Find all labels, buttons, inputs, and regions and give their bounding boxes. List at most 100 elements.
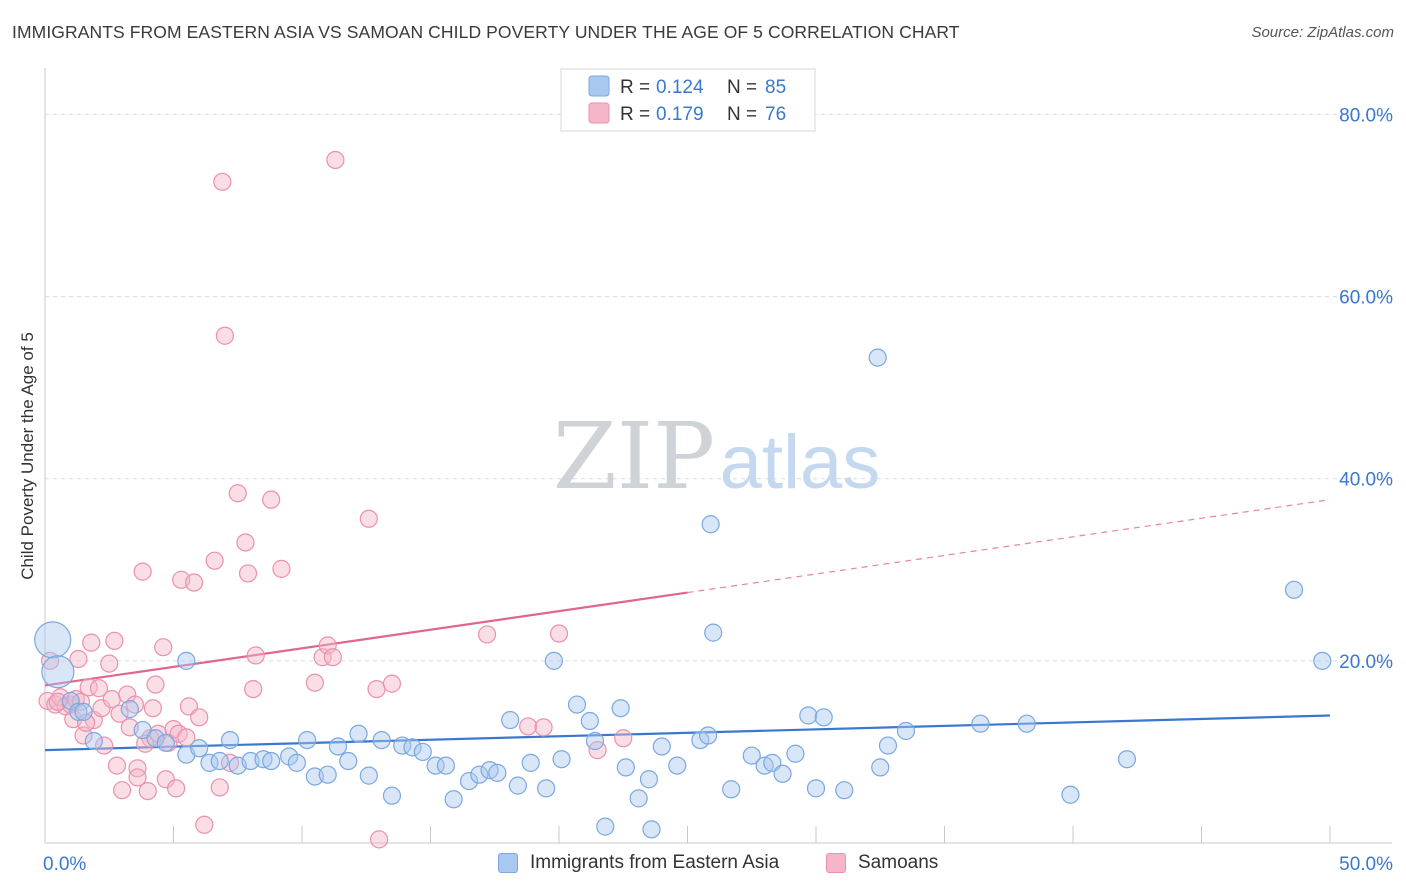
pink-point	[69, 649, 88, 669]
blue-point	[372, 730, 391, 750]
blue-point	[868, 348, 887, 367]
blue-point	[488, 763, 507, 782]
pink-point	[272, 559, 291, 578]
blue-point	[611, 699, 630, 718]
pink-point	[89, 679, 109, 698]
pink-point	[213, 172, 232, 191]
pink-point	[534, 718, 553, 737]
pink-point	[136, 734, 155, 753]
pink-point	[143, 699, 163, 718]
pink-point	[112, 781, 132, 800]
pink-point	[133, 562, 152, 581]
pink-point	[236, 533, 255, 552]
y-tick-label: 60.0%	[1339, 288, 1393, 309]
blue-point	[722, 780, 741, 799]
legend-r-label: R =	[620, 77, 650, 98]
pink-point	[110, 704, 129, 723]
watermark-zip: ZIP	[553, 403, 715, 510]
legend-bottom: Immigrants from Eastern Asia Samoans	[0, 850, 1406, 880]
pink-point	[105, 631, 124, 650]
legend-swatch-pink	[826, 853, 846, 873]
legend-swatch-blue	[588, 75, 610, 97]
legend-n-label: N =	[727, 104, 757, 125]
blue-point	[806, 779, 826, 798]
pink-point	[118, 685, 137, 704]
pink-point	[359, 509, 378, 528]
tick-labels: 20.0% 40.0% 60.0% 80.0% 0.0% 50.0%	[43, 105, 1393, 875]
pink-point	[156, 770, 175, 789]
blue-point	[328, 737, 348, 756]
pink-point	[92, 699, 111, 718]
pink-point	[519, 717, 538, 736]
pink-point	[313, 648, 332, 667]
legend-r-label: R =	[620, 104, 650, 125]
pink-point	[614, 729, 633, 748]
blue-point	[74, 702, 93, 721]
samoans-points	[38, 150, 633, 849]
blue-point	[318, 765, 337, 784]
blue-point	[1017, 714, 1036, 733]
pink-point	[146, 675, 165, 694]
blue-point	[544, 651, 563, 670]
blue-point	[1117, 750, 1137, 769]
blue-point	[190, 739, 209, 758]
blue-point	[470, 765, 489, 784]
legend-item-eastern-asia: Immigrants from Eastern Asia	[498, 852, 779, 874]
y-axis-label: Child Poverty Under the Age of 5	[18, 332, 37, 580]
pink-point	[549, 624, 569, 643]
blue-point	[349, 724, 368, 743]
blue-point	[210, 751, 229, 771]
x-tick-label: 50.0%	[1339, 854, 1393, 875]
blue-point	[1313, 651, 1332, 670]
blue-point	[742, 746, 761, 765]
blue-point	[552, 750, 571, 769]
blue-point	[382, 786, 402, 805]
pink-point	[166, 779, 186, 798]
blue-point	[537, 779, 556, 798]
pink-point	[305, 673, 324, 692]
legend-top: R = 0.124 N = 85 R = 0.179 N = 76	[560, 68, 816, 132]
pink-point	[95, 736, 114, 755]
blue-point	[298, 730, 317, 750]
blue-point	[220, 730, 240, 750]
pink-point	[382, 674, 402, 693]
blue-point	[262, 751, 281, 771]
pink-point	[48, 692, 67, 711]
blue-point	[585, 731, 605, 751]
legend-swatch-pink	[588, 102, 610, 124]
pink-point	[107, 756, 127, 775]
pink-point	[238, 564, 258, 583]
blue-point	[652, 737, 671, 756]
pink-point	[370, 830, 389, 849]
legend-label: Immigrants from Eastern Asia	[530, 852, 780, 873]
legend-r-value: 0.124	[656, 77, 704, 98]
y-tick-label: 80.0%	[1339, 105, 1393, 126]
blue-point	[704, 623, 723, 642]
pink-point	[128, 768, 147, 787]
pink-point	[128, 759, 147, 778]
pink-point	[367, 679, 386, 699]
pink-point	[323, 648, 342, 667]
eastern-asia-points	[34, 348, 1332, 839]
blue-point	[459, 771, 479, 791]
blue-point	[521, 753, 540, 772]
blue-point	[426, 756, 445, 775]
pink-point	[195, 815, 214, 834]
blue-point	[698, 726, 718, 745]
pink-trend-line	[44, 591, 688, 687]
y-tick-label: 40.0%	[1339, 470, 1393, 491]
pink-point	[215, 326, 234, 345]
blue-point	[156, 733, 175, 752]
blue-point	[799, 706, 818, 725]
blue-point	[642, 820, 661, 839]
trend-lines	[44, 499, 1331, 752]
blue-point	[629, 789, 648, 808]
x-tick-label: 0.0%	[43, 854, 86, 875]
blue-point	[896, 721, 916, 741]
blue-point	[773, 764, 792, 783]
pink-point	[326, 150, 345, 170]
blue-point	[403, 738, 422, 757]
blue-point	[871, 758, 890, 777]
blue-point	[41, 655, 75, 689]
